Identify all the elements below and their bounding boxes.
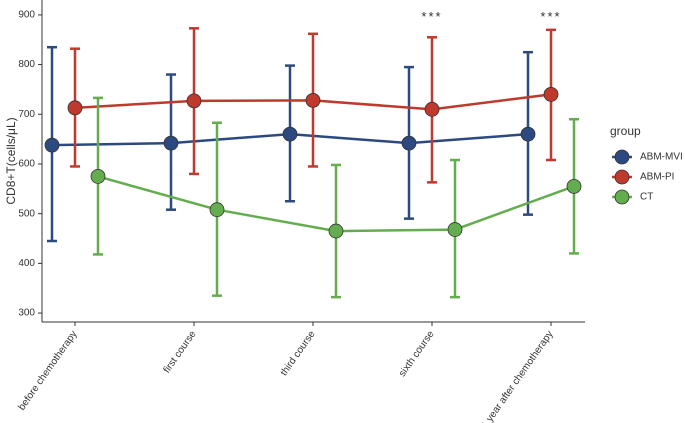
y-tick-label: 600: [18, 159, 35, 170]
y-tick-label: 300: [18, 308, 35, 319]
y-axis-label: CD8+T(cells/μL): [4, 117, 18, 204]
y-tick-label: 900: [18, 10, 35, 21]
legend-label: CT: [640, 192, 653, 203]
point: [424, 101, 440, 117]
point: [186, 93, 202, 109]
point: [328, 223, 344, 239]
point: [67, 100, 83, 116]
x-tick-label: third course: [279, 329, 318, 378]
point: [401, 135, 417, 151]
annotation: ***: [421, 9, 442, 24]
legend-title: group: [610, 124, 641, 138]
y-tick-label: 400: [18, 258, 35, 269]
legend-symbol: [614, 169, 630, 185]
point: [305, 92, 321, 108]
point: [543, 87, 559, 102]
point: [44, 137, 60, 153]
point: [209, 202, 225, 218]
legend-label: ABM-PI: [640, 172, 674, 183]
annotation: ***: [540, 9, 561, 24]
x-tick-label: before chemotherapy: [16, 329, 79, 413]
point: [163, 135, 179, 151]
y-tick-label: 700: [18, 109, 35, 120]
x-tick-label: first course: [162, 329, 199, 376]
point: [90, 169, 106, 184]
point: [447, 222, 463, 237]
point: [282, 126, 298, 142]
point: [566, 178, 582, 194]
y-tick-label: 800: [18, 59, 35, 70]
x-tick-label: sixth course: [397, 329, 437, 379]
point: [520, 126, 536, 142]
y-tick-label: 500: [18, 208, 35, 219]
legend-symbol: [614, 149, 630, 165]
legend-symbol: [614, 189, 630, 205]
legend-label: ABM-MVI: [640, 152, 683, 163]
x-tick-label: 1 year after chemotherapy: [480, 329, 556, 423]
